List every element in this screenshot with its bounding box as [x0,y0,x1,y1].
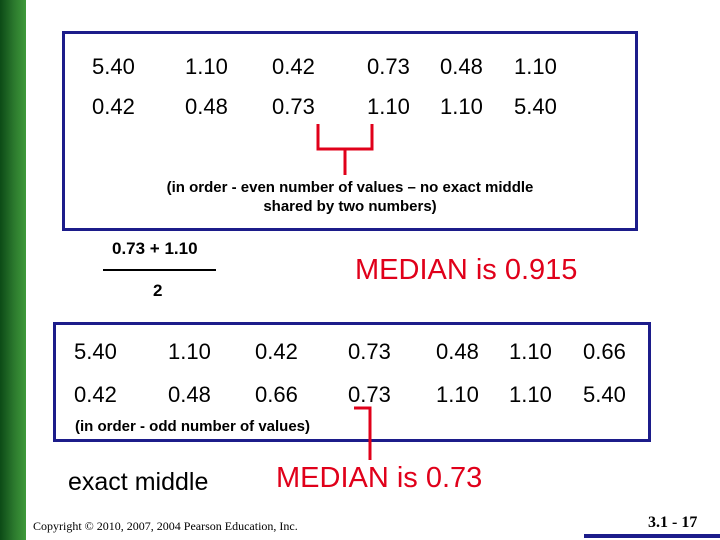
odd-ordered-value-4: 0.73 [348,382,391,407]
even-ordered-value-4: 1.10 [367,94,410,119]
fraction-bar [103,269,216,271]
odd-ordered-value-6: 1.10 [509,382,552,407]
odd-median-result: MEDIAN is 0.73 [276,462,483,494]
even-original-value-6: 1.10 [514,54,557,79]
even-original-value-1: 5.40 [92,54,135,79]
even-ordered-value-3: 0.73 [272,94,315,119]
fraction-denominator: 2 [153,281,163,300]
odd-ordered-value-7: 5.40 [583,382,626,407]
odd-set-box [53,322,651,442]
exact-middle-label: exact middle [68,468,209,496]
fraction-numerator: 0.73 + 1.10 [112,239,198,258]
copyright-footer: Copyright © 2010, 2007, 2004 Pearson Edu… [33,519,298,533]
even-set-box [62,31,638,231]
even-caption-line-2: shared by two numbers) [263,198,437,215]
odd-original-value-7: 0.66 [583,339,626,364]
green-side-bar [0,0,26,540]
even-original-value-4: 0.73 [367,54,410,79]
odd-ordered-value-2: 0.48 [168,382,211,407]
odd-original-value-2: 1.10 [168,339,211,364]
odd-ordered-value-1: 0.42 [74,382,117,407]
slide-number-underline [584,534,720,538]
even-original-value-3: 0.42 [272,54,315,79]
even-ordered-value-2: 0.48 [185,94,228,119]
even-caption-line-1: (in order - even number of values – no e… [166,179,534,196]
odd-original-value-1: 5.40 [74,339,117,364]
even-ordered-value-5: 1.10 [440,94,483,119]
odd-original-value-6: 1.10 [509,339,552,364]
even-original-value-5: 0.48 [440,54,483,79]
odd-caption: (in order - odd number of values) [75,418,311,435]
even-original-value-2: 1.10 [185,54,228,79]
even-median-result: MEDIAN is 0.915 [355,254,578,286]
slide-number: 3.1 - 17 [648,514,698,531]
even-ordered-value-1: 0.42 [92,94,135,119]
odd-ordered-value-5: 1.10 [436,382,479,407]
odd-original-value-4: 0.73 [348,339,391,364]
odd-original-value-5: 0.48 [436,339,479,364]
odd-original-value-3: 0.42 [255,339,298,364]
even-ordered-value-6: 5.40 [514,94,557,119]
odd-ordered-value-3: 0.66 [255,382,298,407]
